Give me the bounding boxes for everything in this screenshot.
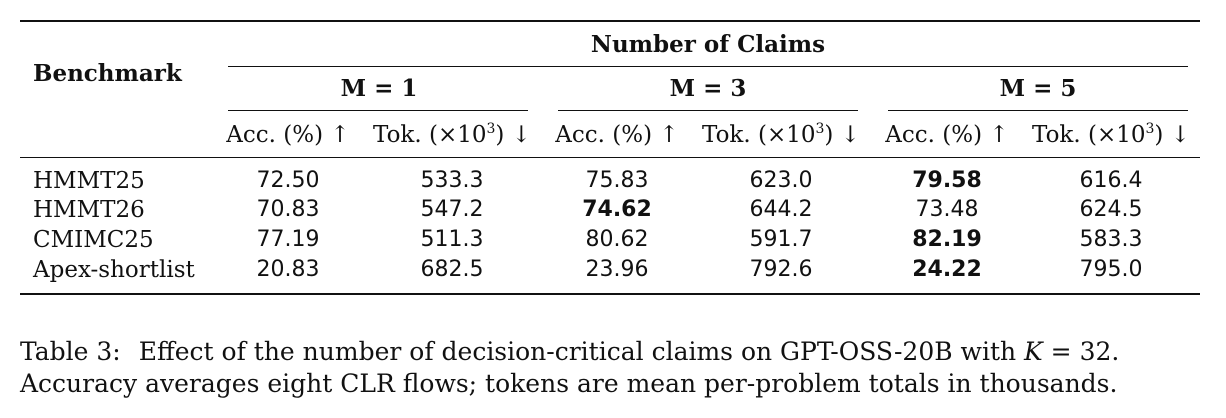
caption-line-2: Accuracy averages eight CLR flows; token…: [20, 369, 1118, 398]
acc-header-m3: Acc. (%) ↑: [555, 122, 679, 148]
tok-header-m3: Tok. (×103) ↓: [702, 121, 860, 148]
tok-header-m5: Tok. (×103) ↓: [1032, 121, 1190, 148]
cell: 23.96: [585, 257, 649, 282]
cell: 75.83: [585, 168, 649, 193]
cell: 623.0: [749, 168, 813, 193]
group-m5: M = 5: [999, 75, 1077, 102]
caption-label: Table 3:: [20, 337, 121, 366]
acc-header-m5: Acc. (%) ↑: [885, 122, 1009, 148]
cell: 583.3: [1079, 227, 1143, 252]
row-label: HMMT26: [33, 197, 145, 223]
cell: 644.2: [749, 197, 813, 222]
caption-variable: K: [1024, 337, 1043, 366]
mid-rule: [20, 157, 1200, 159]
cell: 533.3: [420, 168, 484, 193]
row-label: HMMT25: [33, 168, 145, 194]
cell-best: 24.22: [912, 257, 982, 282]
table-caption: Table 3: Effect of the number of decision…: [20, 336, 1210, 400]
tok-header-m1: Tok. (×103) ↓: [373, 121, 531, 148]
cell: 616.4: [1079, 168, 1143, 193]
group-header: Number of Claims: [590, 31, 826, 58]
cell: 20.83: [256, 257, 320, 282]
cell: 795.0: [1079, 257, 1143, 282]
acc-header-m1: Acc. (%) ↑: [226, 122, 350, 148]
cell: 72.50: [256, 168, 320, 193]
group-cmidrule: [228, 66, 1188, 67]
group-m1: M = 1: [340, 75, 418, 102]
cell: 792.6: [749, 257, 813, 282]
cell: 591.7: [749, 227, 813, 252]
cell-best: 74.62: [582, 197, 652, 222]
cell: 80.62: [585, 227, 649, 252]
row-label: Apex-shortlist: [33, 257, 195, 283]
cell: 77.19: [256, 227, 320, 252]
cell: 73.48: [915, 197, 979, 222]
m3-cmidrule: [558, 110, 858, 111]
cell-best: 79.58: [912, 168, 982, 193]
m5-cmidrule: [888, 110, 1188, 111]
top-rule: [20, 20, 1200, 22]
benchmark-header: Benchmark: [33, 60, 182, 87]
cell: 70.83: [256, 197, 320, 222]
m1-cmidrule: [228, 110, 528, 111]
cell: 624.5: [1079, 197, 1143, 222]
cell: 547.2: [420, 197, 484, 222]
row-label: CMIMC25: [33, 227, 154, 253]
cell: 511.3: [420, 227, 484, 252]
group-m3: M = 3: [669, 75, 747, 102]
cell-best: 82.19: [912, 227, 982, 252]
caption-line-1: Table 3: Effect of the number of decision…: [20, 337, 1120, 366]
bottom-rule: [20, 293, 1200, 295]
cell: 682.5: [420, 257, 484, 282]
